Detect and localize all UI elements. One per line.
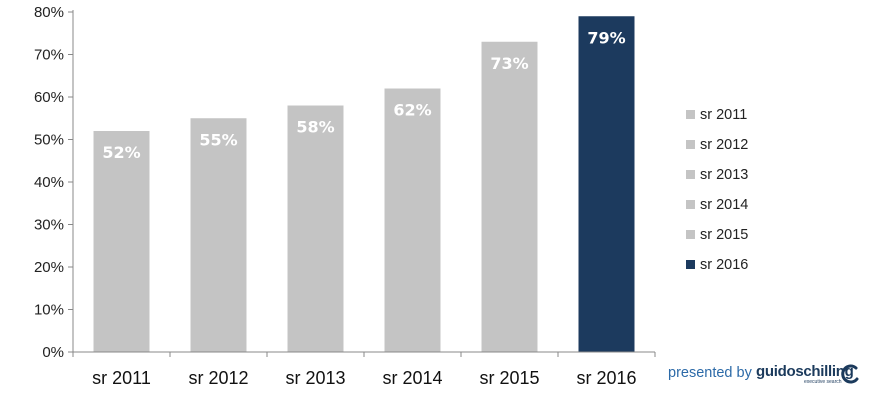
y-tick-label: 70% [34,47,64,64]
y-axis: 0% 10% 20% 30% 40% 50% 60% 70% 80% [34,4,74,361]
legend-label: sr 2014 [700,197,748,213]
x-axis: sr 2011 sr 2012 sr 2013 sr 2014 sr 2015 sr 20… [72,351,656,388]
legend-label: sr 2011 [700,107,747,123]
guidoschilling-logo-icon [841,364,859,384]
x-category-label: sr 2015 [479,368,539,388]
bars: 52% 55% 58% 62% 73% 79% [93,16,635,352]
data-label: 55% [199,130,237,149]
bar-sr-2012 [190,118,247,352]
bar-sr-2014 [384,88,441,352]
legend: sr 2011 sr 2012 sr 2013 sr 2014 sr 2015 sr 20… [686,107,748,273]
brand-name: guidoschilling [756,363,854,380]
data-label: 52% [102,143,140,162]
y-tick-label: 40% [34,174,64,191]
legend-swatch [686,230,695,239]
x-category-label: sr 2014 [382,368,442,388]
data-label: 79% [587,28,625,47]
y-tick-label: 60% [34,89,64,106]
legend-swatch [686,110,695,119]
y-tick-label: 30% [34,217,64,234]
bar-sr-2013 [287,105,344,352]
x-category-label: sr 2011 [92,368,151,388]
y-tick-label: 0% [42,344,64,361]
x-category-label: sr 2016 [576,368,636,388]
y-tick-label: 10% [34,302,64,319]
footer: presented by guidoschilling executive se… [668,363,868,385]
legend-label: sr 2016 [700,257,748,273]
y-tick-label: 50% [34,132,64,149]
legend-label: sr 2012 [700,137,748,153]
data-label: 58% [296,118,334,137]
x-category-label: sr 2013 [285,368,345,388]
data-label: 73% [490,54,528,73]
presented-by-text: presented by [668,365,752,381]
brand-tagline: executive search [804,379,842,385]
bar-sr-2016 [578,16,635,352]
data-label: 62% [393,101,431,120]
y-tick-label: 20% [34,259,64,276]
bar-sr-2011 [93,131,150,352]
x-category-label: sr 2012 [188,368,248,388]
legend-swatch [686,200,695,209]
y-tick-label: 80% [34,4,64,21]
legend-swatch [686,170,695,179]
legend-label: sr 2013 [700,167,748,183]
legend-swatch [686,140,695,149]
bar-sr-2015 [481,41,538,352]
legend-swatch [686,260,695,269]
legend-label: sr 2015 [700,227,748,243]
